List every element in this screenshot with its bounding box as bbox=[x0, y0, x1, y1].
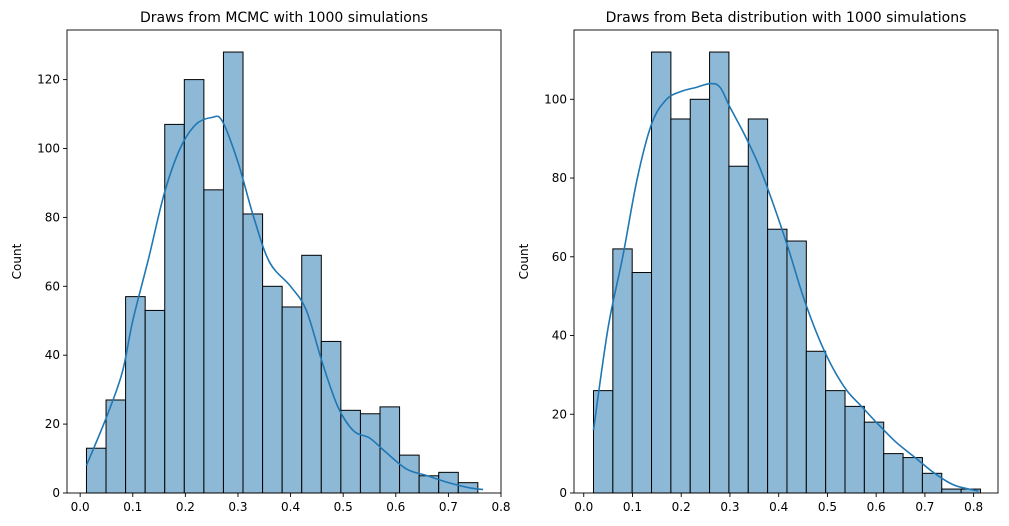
y-tick-label: 0 bbox=[52, 486, 60, 500]
x-tick-label: 0.8 bbox=[964, 500, 983, 514]
histogram-bar bbox=[786, 240, 807, 494]
histogram-bar bbox=[670, 118, 691, 494]
histogram-bar bbox=[767, 228, 788, 494]
x-tick-label: 0.8 bbox=[491, 500, 510, 514]
histogram-bar bbox=[825, 390, 846, 494]
histogram-bar bbox=[242, 213, 264, 494]
y-tick-label: 120 bbox=[37, 73, 60, 87]
x-tick-label: 0.0 bbox=[71, 500, 90, 514]
histogram-bar bbox=[689, 98, 711, 494]
kde-line bbox=[592, 82, 979, 492]
x-tick-label: 0.5 bbox=[334, 500, 353, 514]
y-tick-label: 20 bbox=[45, 417, 60, 431]
y-tick-label: 80 bbox=[45, 210, 60, 224]
x-tick-label: 0.7 bbox=[915, 500, 934, 514]
y-axis-label: Count bbox=[10, 243, 24, 279]
y-tick-label: 60 bbox=[45, 279, 60, 293]
plot-area: 0.0 0.1 0.2 0.3 0.4 0.5 0.6 0.7 0.8 0 20 40 60 80 100 bbox=[544, 29, 999, 514]
histogram-bar bbox=[863, 421, 885, 494]
histogram-bar bbox=[844, 405, 865, 494]
plot-area: 0.0 0.1 0.2 0.3 0.4 0.5 0.6 0.7 0.8 0 20 40 60 80 100 1… bbox=[37, 29, 511, 514]
histogram-bar bbox=[183, 79, 205, 494]
x-tick-label: 0.7 bbox=[439, 500, 458, 514]
histogram-bar bbox=[747, 118, 769, 494]
x-tick-label: 0.3 bbox=[228, 500, 247, 514]
histogram-bar bbox=[883, 453, 904, 494]
histogram-bar bbox=[203, 189, 224, 494]
histogram-bar bbox=[320, 340, 342, 494]
x-tick-label: 0.2 bbox=[176, 500, 195, 514]
chart-title: Draws from MCMC with 1000 simulations bbox=[140, 10, 428, 26]
histogram-beta: Draws from Beta distribution with 1000 s… bbox=[517, 10, 999, 514]
x-tick-label: 0.2 bbox=[672, 500, 691, 514]
x-tick-label: 0.4 bbox=[769, 500, 788, 514]
y-tick-label: 100 bbox=[37, 142, 60, 156]
histogram-bar bbox=[262, 285, 283, 494]
histogram-bar bbox=[340, 409, 361, 494]
x-tick-label: 0.0 bbox=[574, 500, 593, 514]
x-tick-label: 0.5 bbox=[818, 500, 837, 514]
histogram-bar bbox=[399, 454, 420, 494]
histogram-bar bbox=[902, 457, 923, 494]
x-tick-label: 0.3 bbox=[720, 500, 739, 514]
x-tick-label: 0.6 bbox=[867, 500, 886, 514]
histogram-bar bbox=[805, 350, 827, 494]
y-tick-label: 40 bbox=[552, 329, 567, 343]
histogram-bar bbox=[85, 447, 107, 494]
y-tick-label: 40 bbox=[45, 348, 60, 362]
y-tick-label: 0 bbox=[559, 486, 567, 500]
y-tick-label: 20 bbox=[552, 407, 567, 421]
histogram-bar bbox=[105, 399, 127, 494]
histogram-mcmc: Draws from MCMC with 1000 simulations Co… bbox=[10, 10, 511, 514]
x-tick-label: 0.1 bbox=[123, 500, 142, 514]
chart-title: Draws from Beta distribution with 1000 s… bbox=[606, 10, 967, 26]
x-tick-label: 0.1 bbox=[623, 500, 642, 514]
histogram-bar bbox=[222, 51, 244, 494]
histogram-bar bbox=[144, 309, 166, 494]
y-tick-label: 80 bbox=[552, 171, 567, 185]
histogram-bar bbox=[359, 413, 381, 494]
histogram-bar bbox=[612, 248, 633, 494]
x-tick-label: 0.6 bbox=[386, 500, 405, 514]
histogram-bar bbox=[941, 488, 962, 494]
histogram-bar bbox=[125, 296, 146, 494]
histogram-bar bbox=[301, 254, 322, 494]
kde-line bbox=[85, 115, 484, 491]
axes-frame bbox=[66, 29, 502, 494]
histogram-bar bbox=[728, 165, 749, 494]
y-tick-label: 60 bbox=[552, 250, 567, 264]
y-axis-label: Count bbox=[517, 243, 531, 279]
x-tick-label: 0.4 bbox=[281, 500, 300, 514]
histogram-bar bbox=[281, 306, 303, 494]
histogram-bar bbox=[631, 272, 653, 494]
axes-frame bbox=[573, 29, 999, 494]
histogram-bar bbox=[709, 51, 730, 494]
y-tick-label: 100 bbox=[544, 92, 567, 106]
